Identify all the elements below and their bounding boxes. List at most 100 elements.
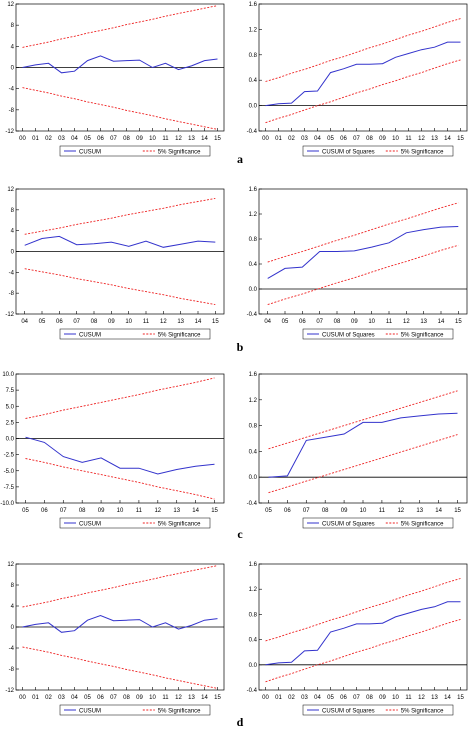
panel-label-c: c — [237, 527, 243, 541]
series-line — [267, 226, 459, 279]
x-tick-label: 05 — [265, 508, 272, 514]
x-tick-label: 14 — [195, 319, 202, 325]
y-tick-label: 8 — [11, 208, 15, 214]
x-tick-label: 09 — [136, 136, 143, 142]
x-tick-label: 09 — [351, 319, 358, 325]
legend: CUSUM 5% Significance — [59, 517, 211, 529]
y-tick-label: -2.5 — [4, 453, 15, 459]
legend-label-significance: 5% Significance — [401, 709, 444, 715]
series-line — [25, 436, 215, 475]
x-tick-label: 15 — [455, 319, 462, 325]
y-tick-label: 0.0 — [6, 437, 15, 443]
y-tick-label: -0.4 — [247, 501, 258, 507]
upper-bound-line — [22, 565, 218, 608]
y-tick-label: 1.2 — [249, 27, 258, 33]
legend-label-significance: 5% Significance — [401, 150, 444, 156]
y-tick-label: -4 — [9, 270, 15, 276]
legend-label-series: CUSUM of Squares — [322, 522, 375, 528]
x-tick-label: 09 — [341, 508, 348, 514]
x-tick-label: 13 — [188, 136, 195, 142]
legend: CUSUM of Squares 5% Significance — [302, 517, 454, 529]
x-tick-label: 10 — [125, 319, 132, 325]
x-tick-label: 15 — [457, 136, 464, 142]
x-tick-label: 10 — [368, 319, 375, 325]
x-tick-label: 15 — [454, 508, 461, 514]
chart-panel-c-cusumsq: 1.6 1.2 0.8 0.4 0.0 -0.4 05 06 07 08 09 10 11 12 13 14 1… — [247, 372, 468, 529]
chart-panel-a-cusum: 12 8 4 0 -4 -8 -12 00 01 02 03 04 05 06 07 08 09 10 11 12 13… — [5, 2, 225, 157]
x-tick-label: 00 — [262, 136, 269, 142]
plot-frame — [258, 188, 468, 315]
lower-bound-line — [25, 458, 215, 500]
y-tick-label: -0.4 — [247, 688, 258, 694]
y-tick-label: 0.4 — [249, 638, 258, 644]
x-tick-label: 11 — [405, 136, 412, 142]
legend: CUSUM 5% Significance — [59, 145, 211, 157]
series-line — [265, 41, 461, 107]
x-tick-label: 14 — [438, 319, 445, 325]
y-tick-label: -10.0 — [0, 501, 14, 507]
x-tick-label: 15 — [214, 695, 221, 701]
x-tick-label: 09 — [98, 508, 105, 514]
x-tick-label: 12 — [160, 319, 167, 325]
x-tick-label: 04 — [21, 319, 28, 325]
x-tick-label: 07 — [353, 136, 360, 142]
y-tick-label: -5.0 — [4, 469, 15, 475]
y-tick-label: 0.0 — [249, 663, 258, 669]
y-tick-label: 8 — [11, 23, 15, 29]
x-tick-label: 14 — [435, 508, 442, 514]
x-tick-label: 08 — [91, 319, 98, 325]
x-tick-label: 13 — [173, 508, 180, 514]
x-tick-label: 05 — [282, 319, 289, 325]
x-tick-label: 12 — [397, 508, 404, 514]
y-tick-label: 0.8 — [249, 424, 258, 430]
x-tick-label: 04 — [71, 695, 78, 701]
x-tick-label: 08 — [366, 695, 373, 701]
y-tick-label: 0.8 — [249, 53, 258, 59]
legend-label-series: CUSUM — [79, 709, 101, 715]
legend-label-significance: 5% Significance — [158, 709, 201, 715]
x-tick-label: 11 — [379, 508, 386, 514]
legend: CUSUM 5% Significance — [59, 704, 211, 716]
x-tick-label: 04 — [314, 695, 321, 701]
y-tick-label: 4 — [11, 229, 15, 235]
y-tick-label: 1.2 — [249, 212, 258, 218]
y-tick-label: -12 — [5, 129, 14, 135]
x-tick-label: 00 — [19, 695, 26, 701]
x-tick-label: 12 — [418, 695, 425, 701]
y-tick-label: 1.6 — [249, 372, 258, 378]
series-line — [265, 601, 461, 666]
y-tick-label: -8 — [9, 667, 15, 673]
y-tick-label: 4 — [11, 604, 15, 610]
x-tick-label: 15 — [211, 508, 218, 514]
x-tick-label: 03 — [58, 695, 65, 701]
x-tick-label: 02 — [45, 695, 52, 701]
y-tick-label: 0.4 — [249, 449, 258, 455]
x-tick-label: 15 — [214, 136, 221, 142]
legend: CUSUM of Squares 5% Significance — [302, 704, 454, 716]
x-tick-label: 08 — [79, 508, 86, 514]
x-tick-label: 13 — [188, 695, 195, 701]
x-tick-label: 00 — [19, 136, 26, 142]
x-tick-label: 10 — [149, 136, 156, 142]
x-tick-label: 05 — [84, 695, 91, 701]
upper-bound-line — [22, 5, 218, 48]
y-tick-label: 1.2 — [249, 398, 258, 404]
lower-bound-line — [268, 434, 458, 494]
plot-frame — [258, 3, 468, 132]
y-tick-label: -4 — [9, 646, 15, 652]
x-tick-label: 14 — [444, 136, 451, 142]
x-tick-label: 09 — [108, 319, 115, 325]
x-tick-label: 10 — [117, 508, 124, 514]
x-tick-label: 11 — [386, 319, 393, 325]
upper-bound-line — [25, 377, 215, 419]
x-tick-label: 07 — [353, 695, 360, 701]
y-tick-label: -0.4 — [247, 129, 258, 135]
legend-box — [302, 704, 454, 716]
legend-box — [302, 145, 454, 157]
y-tick-label: -0.4 — [247, 312, 258, 318]
x-tick-label: 14 — [192, 508, 199, 514]
panel-label-d: d — [237, 715, 244, 729]
x-tick-label: 08 — [366, 136, 373, 142]
legend-label-significance: 5% Significance — [401, 522, 444, 528]
